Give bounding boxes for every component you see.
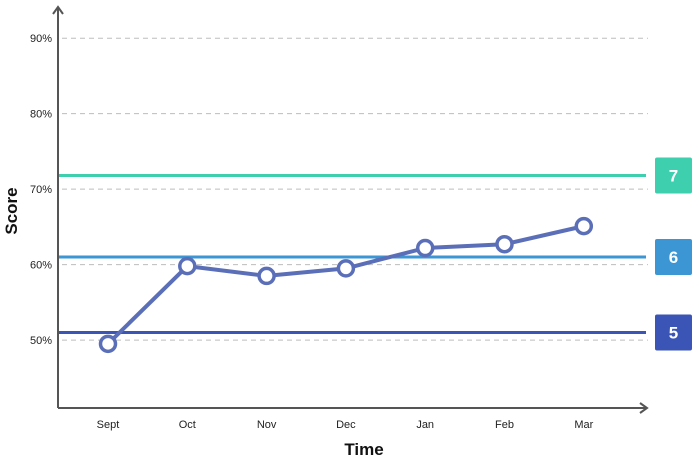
data-point <box>98 334 118 354</box>
y-tick-label: 60% <box>30 260 52 272</box>
reference-badges: 7 6 5 <box>655 157 692 351</box>
y-axis-title: Score <box>2 187 21 234</box>
data-point <box>415 238 435 258</box>
badge-label: 7 <box>669 167 678 186</box>
y-tick-label: 70% <box>30 184 52 196</box>
data-point <box>336 259 356 278</box>
axes <box>52 5 649 414</box>
reference-badge: 6 <box>655 239 692 276</box>
data-point <box>574 216 594 236</box>
y-tick-labels: 50% 60% 70% 80% 90% <box>30 33 52 347</box>
data-point <box>178 256 197 276</box>
y-tick-label: 80% <box>30 109 52 121</box>
y-tick-label: 50% <box>30 335 52 347</box>
badge-label: 5 <box>669 324 678 343</box>
data-point <box>495 234 514 254</box>
grid-lines <box>62 37 648 341</box>
x-tick-label: Feb <box>495 419 514 431</box>
series <box>98 216 594 354</box>
x-tick-label: Dec <box>336 419 356 431</box>
x-axis-title: Time <box>344 440 383 459</box>
reference-lines <box>59 174 646 335</box>
x-tick-label: Sept <box>97 419 120 431</box>
x-tick-label: Mar <box>574 419 593 431</box>
reference-badge: 5 <box>655 314 692 351</box>
y-axis-arrow-icon <box>52 5 64 15</box>
reference-badge: 7 <box>655 157 692 194</box>
y-tick-label: 90% <box>30 33 52 45</box>
x-axis-arrow-icon <box>639 402 649 414</box>
x-tick-label: Nov <box>257 419 277 431</box>
badge-box <box>655 239 692 276</box>
badge-box <box>655 314 692 351</box>
x-tick-label: Oct <box>179 419 196 431</box>
x-tick-labels: Sept Oct Nov Dec Jan Feb Mar <box>97 419 594 431</box>
badge-label: 6 <box>669 248 678 267</box>
data-point <box>257 266 276 286</box>
x-tick-label: Jan <box>416 419 434 431</box>
badge-box <box>655 157 692 194</box>
